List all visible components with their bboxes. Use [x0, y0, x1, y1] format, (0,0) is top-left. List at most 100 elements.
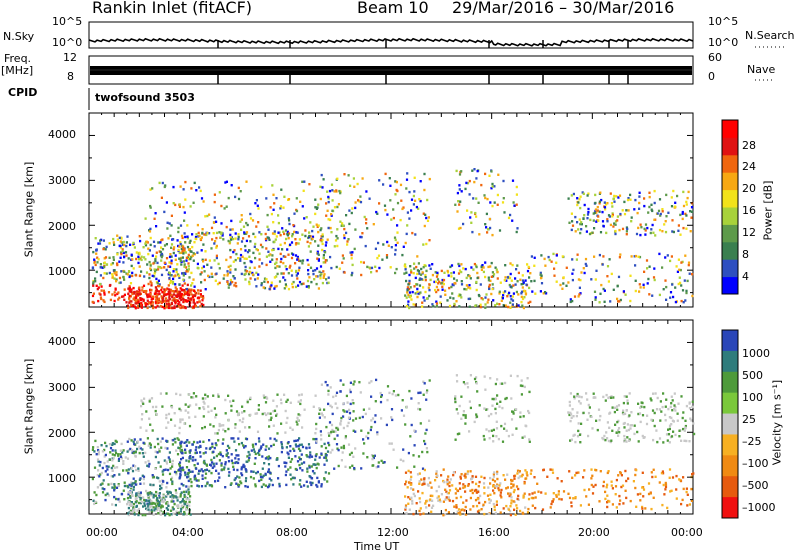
velocity-cell	[670, 489, 673, 492]
velocity-cell	[122, 462, 125, 465]
velocity-cell	[690, 499, 693, 502]
velocity-cell	[134, 480, 137, 483]
velocity-cell	[417, 407, 420, 411]
velocity-cell	[218, 459, 221, 462]
power-cell	[111, 276, 114, 279]
velocity-cell	[675, 488, 678, 491]
power-cell	[406, 286, 409, 289]
power-cell	[248, 282, 251, 286]
velocity-cell	[250, 449, 253, 452]
velocity-cell	[184, 471, 187, 474]
power-cell	[309, 235, 312, 238]
velocity-cell	[158, 502, 161, 506]
power-cell	[226, 282, 230, 286]
power-cell	[242, 225, 246, 228]
power-cell	[95, 252, 98, 255]
power-cell	[244, 265, 247, 269]
velocity-cell	[437, 495, 440, 498]
velocity-cell	[340, 459, 343, 462]
velocity-cell	[626, 402, 629, 405]
power-cell	[516, 264, 519, 267]
power-cell	[321, 186, 324, 189]
velocity-cell	[103, 448, 106, 452]
velocity-cell	[688, 440, 691, 443]
power-cell	[190, 284, 193, 287]
power-cell	[659, 212, 662, 216]
power-cell	[186, 237, 189, 240]
power-cell	[423, 172, 426, 176]
power-cell	[328, 189, 332, 193]
velocity-cell	[412, 492, 415, 496]
power-cell	[153, 272, 156, 275]
velocity-cell	[325, 425, 328, 429]
power-cell	[470, 221, 473, 224]
velocity-cell	[131, 510, 135, 513]
power-cell	[509, 301, 512, 304]
power-cell	[617, 300, 620, 303]
velocity-cell	[333, 437, 336, 441]
velocity-cell	[329, 386, 332, 389]
velocity-cbar-tick: –100	[742, 457, 769, 470]
power-cell	[444, 289, 447, 292]
power-cell	[229, 278, 232, 282]
power-cell	[142, 284, 146, 287]
velocity-cell	[483, 492, 486, 495]
power-cell	[118, 236, 121, 240]
power-cell	[192, 259, 195, 262]
power-cell	[165, 288, 168, 291]
velocity-cell	[135, 497, 138, 500]
power-cell	[325, 214, 328, 217]
velocity-cell	[684, 424, 687, 428]
velocity-cell	[661, 503, 664, 507]
power-cell	[362, 261, 365, 264]
power-cell	[629, 193, 632, 197]
power-cell	[173, 290, 176, 294]
velocity-cell	[492, 428, 495, 432]
power-cell	[148, 276, 151, 280]
velocity-cell	[186, 476, 189, 479]
velocity-cell	[158, 480, 161, 483]
velocity-cell	[326, 480, 329, 483]
velocity-cell	[200, 485, 204, 488]
power-cell	[611, 212, 614, 215]
power-cell	[473, 168, 476, 171]
velocity-cell	[299, 399, 302, 402]
power-cell	[505, 279, 508, 282]
power-cell	[147, 302, 151, 305]
power-cell	[476, 169, 479, 173]
power-cell	[178, 257, 181, 260]
velocity-cell	[185, 490, 188, 494]
power-cell	[152, 297, 155, 300]
velocity-cell	[653, 411, 656, 415]
velocity-cell	[166, 447, 169, 450]
power-cell	[291, 282, 294, 286]
power-cell	[115, 280, 118, 283]
power-cell	[465, 288, 468, 291]
power-cell	[216, 282, 220, 286]
velocity-cell	[275, 412, 279, 416]
velocity-cell	[267, 470, 270, 474]
velocity-cell	[473, 420, 476, 424]
velocity-cell	[557, 493, 560, 496]
velocity-cell	[96, 446, 99, 449]
velocity-cell	[235, 461, 238, 464]
velocity-cell	[132, 485, 135, 489]
velocity-cell	[445, 490, 448, 493]
velocity-cell	[103, 461, 106, 465]
velocity-cell	[523, 482, 526, 485]
power-cell	[177, 248, 180, 252]
power-cell	[618, 194, 622, 197]
power-cell	[577, 201, 580, 204]
power-cell	[169, 292, 172, 296]
power-cell	[645, 259, 649, 262]
velocity-cell	[315, 483, 318, 487]
velocity-cell	[137, 467, 140, 470]
power-cell	[133, 292, 136, 295]
velocity-cell	[671, 399, 674, 402]
power-cell	[274, 285, 277, 288]
velocity-cell	[142, 402, 145, 405]
power-cell	[244, 244, 247, 248]
power-cell	[295, 209, 299, 213]
power-cell	[636, 211, 639, 215]
velocity-cell	[122, 489, 125, 492]
